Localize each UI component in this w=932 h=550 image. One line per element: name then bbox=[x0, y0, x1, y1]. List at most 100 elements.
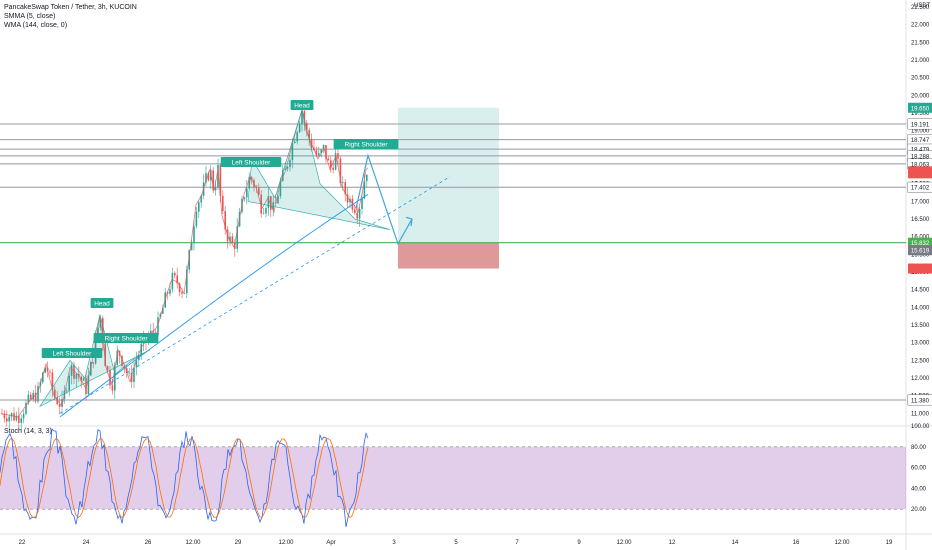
candle-body bbox=[361, 198, 363, 209]
stoch-y-tick: 20.00 bbox=[911, 507, 927, 513]
candle-body bbox=[92, 362, 94, 364]
candle-body bbox=[363, 181, 366, 199]
annotation-bg bbox=[333, 139, 399, 149]
candle-body bbox=[306, 122, 308, 130]
candle-body bbox=[56, 397, 58, 405]
candle-body bbox=[15, 415, 18, 421]
candle-body bbox=[262, 213, 265, 215]
price-tag-text: 19.191 bbox=[911, 122, 930, 128]
x-tick-label: 12 bbox=[669, 540, 676, 546]
y-tick-label: 19.000 bbox=[911, 129, 930, 135]
candle-body bbox=[181, 292, 183, 294]
stop-loss-tag bbox=[908, 263, 932, 274]
y-tick-label: 17.000 bbox=[911, 199, 930, 205]
x-tick-label: 12:00 bbox=[278, 540, 294, 546]
candle-body bbox=[73, 365, 75, 379]
y-tick-label: 22.000 bbox=[911, 23, 930, 29]
candle-body bbox=[18, 415, 20, 423]
candle-body bbox=[37, 386, 39, 402]
price-tag: 11.380 bbox=[908, 394, 932, 405]
candle-body bbox=[116, 351, 118, 365]
y-tick-label: 15.500 bbox=[911, 252, 930, 258]
stoch-band bbox=[0, 446, 906, 510]
candle-body bbox=[346, 194, 349, 203]
price-tag-bg bbox=[908, 237, 932, 248]
candle-body bbox=[356, 212, 358, 219]
candle-body bbox=[303, 110, 306, 123]
candle-body bbox=[34, 392, 37, 402]
annotation-text: Left Shoulder bbox=[232, 160, 272, 167]
price-tag-bg bbox=[908, 182, 932, 193]
candle-body bbox=[212, 170, 214, 191]
y-tick-label: 12.000 bbox=[911, 376, 930, 382]
candle-body bbox=[284, 168, 286, 171]
y-tick-label: 22.500 bbox=[911, 5, 930, 11]
candle-body bbox=[111, 385, 114, 391]
stoch-y-tick: 100.00 bbox=[911, 424, 930, 430]
x-tick-label: 12:00 bbox=[185, 540, 201, 546]
price-tag: 15.832 bbox=[908, 237, 932, 248]
candle-body bbox=[162, 307, 164, 314]
stoch-y-tick: 60.00 bbox=[911, 466, 927, 472]
candle-body bbox=[286, 167, 289, 169]
candle-body bbox=[54, 389, 56, 398]
y-tick-label: 16.500 bbox=[911, 217, 930, 223]
price-tag-bg bbox=[908, 158, 932, 169]
candle-body bbox=[1, 413, 3, 414]
y-tick-label: 12.500 bbox=[911, 358, 930, 364]
candle-body bbox=[176, 275, 178, 284]
x-tick-label: 22 bbox=[19, 540, 26, 546]
candle-body bbox=[250, 177, 253, 181]
x-tick-label: 19 bbox=[886, 540, 893, 546]
price-tag-text: 15.832 bbox=[911, 241, 930, 247]
candle-body bbox=[344, 182, 346, 195]
annotation-bg bbox=[290, 100, 314, 110]
price-tag-text: 19.650 bbox=[911, 106, 930, 112]
candle-body bbox=[258, 187, 260, 195]
smma-legend: SMMA (5, close) bbox=[4, 13, 56, 20]
candle-body bbox=[85, 378, 87, 395]
candle-body bbox=[277, 196, 279, 204]
price-tag-bg bbox=[908, 150, 932, 161]
y-tick-label: 14.000 bbox=[911, 305, 930, 311]
candle-body bbox=[342, 182, 344, 184]
candle-body bbox=[200, 195, 202, 203]
candle-body bbox=[229, 236, 231, 242]
stoch-legend: Stoch (14, 3, 3) bbox=[4, 428, 52, 435]
candle-body bbox=[42, 372, 44, 383]
price-tag-bg bbox=[908, 394, 932, 405]
candle-body bbox=[20, 418, 22, 423]
stoch-d-line bbox=[0, 437, 369, 519]
candle-body bbox=[135, 360, 138, 368]
price-tag-text: 18.747 bbox=[911, 138, 930, 144]
annotation-text: Head bbox=[94, 301, 110, 308]
stoch-k-line bbox=[0, 428, 369, 527]
candle-body bbox=[25, 402, 27, 414]
candle-body bbox=[128, 372, 130, 374]
candle-body bbox=[44, 367, 46, 373]
candle-body bbox=[248, 177, 250, 189]
candle-body bbox=[366, 174, 368, 182]
candle-body bbox=[30, 394, 32, 400]
x-tick-label: 24 bbox=[83, 540, 90, 546]
candle-body bbox=[58, 404, 61, 407]
wma-line bbox=[59, 193, 369, 418]
pattern-annotation: Head bbox=[290, 100, 314, 110]
x-tick-label: 26 bbox=[145, 540, 152, 546]
price-tag-text: 18.288 bbox=[911, 154, 930, 160]
pattern-annotation: Right Shoulder bbox=[93, 333, 159, 343]
candle-body bbox=[51, 372, 54, 390]
price-tag-text: 17.402 bbox=[911, 186, 930, 192]
price-tag-bg bbox=[908, 134, 932, 145]
candle-body bbox=[198, 202, 200, 212]
x-tick-label: Apr bbox=[326, 540, 335, 546]
candle-body bbox=[279, 180, 282, 197]
candle-body bbox=[282, 170, 284, 181]
candle-body bbox=[270, 196, 272, 210]
candle-body bbox=[32, 392, 34, 400]
candle-body bbox=[298, 124, 301, 133]
candle-body bbox=[301, 110, 303, 125]
price-tag-bg bbox=[908, 118, 932, 129]
stoch-y-tick: 40.00 bbox=[911, 486, 927, 492]
